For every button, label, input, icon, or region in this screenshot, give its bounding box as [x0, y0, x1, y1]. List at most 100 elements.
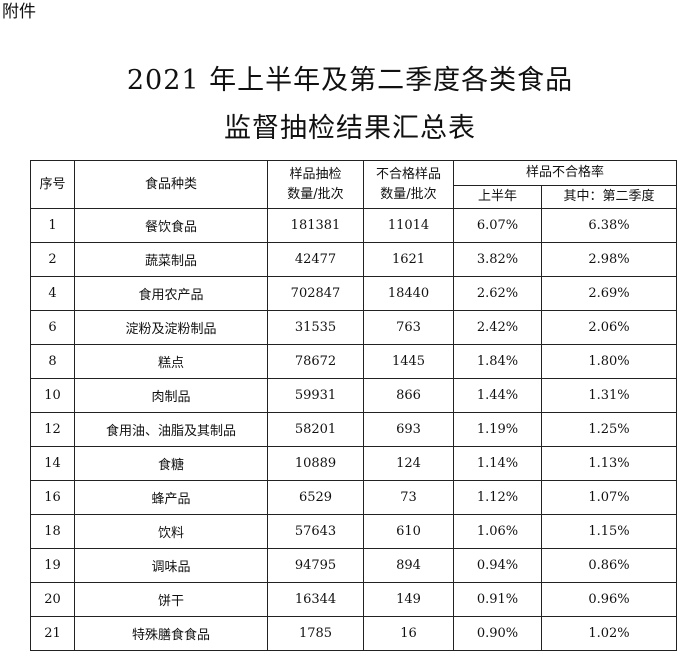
cell-rate-q2: 0.86%: [540, 548, 678, 583]
cell-failed: 894: [363, 548, 454, 583]
header-rate-group: 样品不合格率: [452, 160, 678, 186]
cell-rate-q2: 6.38%: [540, 208, 678, 243]
cell-seq: 2: [30, 242, 75, 277]
cell-category: 食用农产品: [74, 276, 268, 311]
header-rate-q2: 其中：第二季度: [540, 185, 678, 209]
cell-category: 食糖: [74, 446, 268, 481]
table-body: 1 餐饮食品 181381 11014 6.07% 6.38% 2 蔬菜制品 42477 1621…: [30, 208, 678, 651]
cell-rate-q2: 1.02%: [540, 616, 678, 651]
cell-seq: 8: [30, 344, 75, 379]
cell-samples: 10889: [267, 446, 364, 481]
cell-seq: 4: [30, 276, 75, 311]
cell-rate-h1: 6.07%: [453, 208, 542, 243]
cell-rate-h1: 3.82%: [453, 242, 542, 277]
cell-failed: 610: [363, 514, 454, 549]
page-title-line1: 2021 年上半年及第二季度各类食品: [126, 65, 574, 96]
cell-seq: 18: [30, 514, 75, 549]
cell-category: 蜂产品: [74, 480, 268, 515]
cell-rate-q2: 1.31%: [540, 378, 678, 413]
cell-samples: 181381: [267, 208, 364, 243]
table-row: 2 蔬菜制品 42477 1621 3.82% 2.98%: [30, 242, 678, 277]
cell-category: 餐饮食品: [74, 208, 268, 243]
table-row: 10 肉制品 59931 866 1.44% 1.31%: [30, 378, 678, 413]
cell-samples: 94795: [267, 548, 364, 583]
table-row: 12 食用油、油脂及其制品 58201 693 1.19% 1.25%: [30, 412, 678, 447]
cell-failed: 124: [363, 446, 454, 481]
page-title-line2: 监督抽检结果汇总表: [224, 113, 476, 144]
cell-failed: 1445: [363, 344, 454, 379]
cell-samples: 16344: [267, 582, 364, 617]
cell-failed: 763: [363, 310, 454, 345]
cell-failed: 866: [363, 378, 454, 413]
cell-samples: 59931: [267, 378, 364, 413]
cell-rate-h1: 1.44%: [453, 378, 542, 413]
header-samples-line2: 数量/批次: [287, 186, 344, 202]
cell-rate-q2: 1.07%: [540, 480, 678, 515]
cell-category: 蔬菜制品: [74, 242, 268, 277]
cell-rate-h1: 1.19%: [453, 412, 542, 447]
table-row: 8 糕点 78672 1445 1.84% 1.80%: [30, 344, 678, 379]
cell-samples: 42477: [267, 242, 364, 277]
cell-failed: 11014: [363, 208, 454, 243]
table-row: 14 食糖 10889 124 1.14% 1.13%: [30, 446, 678, 481]
cell-failed: 149: [363, 582, 454, 617]
cell-seq: 10: [30, 378, 75, 413]
cell-seq: 6: [30, 310, 75, 345]
cell-samples: 78672: [267, 344, 364, 379]
cell-seq: 12: [30, 412, 75, 447]
cell-rate-q2: 1.25%: [540, 412, 678, 447]
cell-rate-q2: 1.80%: [540, 344, 678, 379]
cell-rate-h1: 1.06%: [453, 514, 542, 549]
attachment-label: 附件: [2, 2, 36, 22]
header-seq: 序号: [30, 160, 75, 209]
cell-samples: 6529: [267, 480, 364, 515]
cell-category: 饮料: [74, 514, 268, 549]
header-failed-line1: 不合格样品: [375, 166, 441, 182]
cell-rate-q2: 0.96%: [540, 582, 678, 617]
table-row: 21 特殊膳食食品 1785 16 0.90% 1.02%: [30, 616, 678, 651]
cell-rate-h1: 0.90%: [453, 616, 542, 651]
cell-rate-h1: 1.12%: [453, 480, 542, 515]
cell-rate-h1: 2.62%: [453, 276, 542, 311]
header-failed-line2: 数量/批次: [380, 186, 437, 202]
cell-rate-q2: 2.98%: [540, 242, 678, 277]
cell-rate-h1: 0.91%: [453, 582, 542, 617]
cell-failed: 1621: [363, 242, 454, 277]
cell-rate-h1: 1.84%: [453, 344, 542, 379]
header-rate-h1: 上半年: [453, 185, 542, 209]
header-samples: 样品抽检 数量/批次: [267, 160, 364, 209]
cell-seq: 1: [30, 208, 75, 243]
cell-category: 饼干: [74, 582, 268, 617]
cell-category: 食用油、油脂及其制品: [74, 412, 268, 447]
cell-rate-q2: 2.06%: [540, 310, 678, 345]
cell-seq: 21: [30, 616, 75, 651]
cell-rate-q2: 1.13%: [540, 446, 678, 481]
cell-category: 淀粉及淀粉制品: [74, 310, 268, 345]
cell-rate-h1: 1.14%: [453, 446, 542, 481]
cell-rate-q2: 2.69%: [540, 276, 678, 311]
header-category: 食品种类: [74, 160, 268, 209]
cell-samples: 702847: [267, 276, 364, 311]
cell-category: 特殊膳食食品: [74, 616, 268, 651]
cell-rate-h1: 0.94%: [453, 548, 542, 583]
cell-failed: 73: [363, 480, 454, 515]
cell-category: 糕点: [74, 344, 268, 379]
cell-rate-h1: 2.42%: [453, 310, 542, 345]
cell-category: 肉制品: [74, 378, 268, 413]
cell-failed: 693: [363, 412, 454, 447]
cell-failed: 16: [363, 616, 454, 651]
cell-samples: 58201: [267, 412, 364, 447]
cell-failed: 18440: [363, 276, 454, 311]
cell-rate-q2: 1.15%: [540, 514, 678, 549]
table-row: 1 餐饮食品 181381 11014 6.07% 6.38%: [30, 208, 678, 243]
cell-samples: 1785: [267, 616, 364, 651]
cell-seq: 16: [30, 480, 75, 515]
table-row: 20 饼干 16344 149 0.91% 0.96%: [30, 582, 678, 617]
table-row: 4 食用农产品 702847 18440 2.62% 2.69%: [30, 276, 678, 311]
cell-samples: 57643: [267, 514, 364, 549]
table-row: 6 淀粉及淀粉制品 31535 763 2.42% 2.06%: [30, 310, 678, 345]
cell-seq: 20: [30, 582, 75, 617]
header-samples-line1: 样品抽检: [289, 166, 342, 182]
table-row: 16 蜂产品 6529 73 1.12% 1.07%: [30, 480, 678, 515]
table-row: 18 饮料 57643 610 1.06% 1.15%: [30, 514, 678, 549]
